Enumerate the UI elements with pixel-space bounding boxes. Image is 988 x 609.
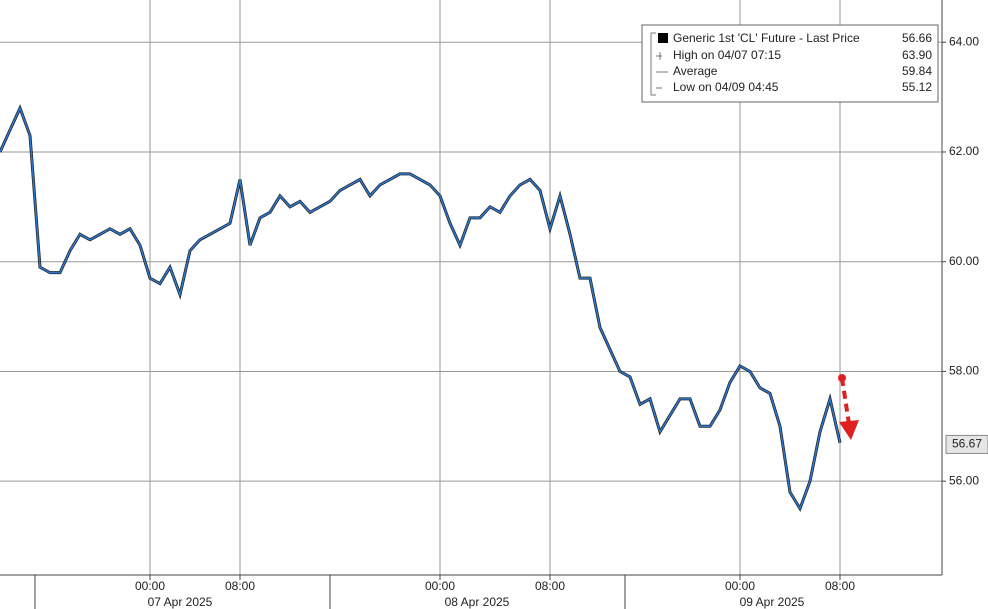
price-line [0,106,841,511]
legend-value: 56.66 [902,31,932,45]
arrow-head [839,420,859,440]
x-tick-label: 00:00 [725,579,755,593]
last-price-label: 56.67 [952,437,982,451]
legend-label: High on 04/07 07:15 [673,48,781,62]
arrow-shaft [840,377,851,425]
annotation-arrow [838,374,859,440]
y-tick-label: 60.00 [949,254,979,268]
date-label: 08 Apr 2025 [445,595,510,609]
x-tick-label: 08:00 [825,579,855,593]
y-tick-label: 58.00 [949,364,979,378]
x-tick-label: 08:00 [535,579,565,593]
legend-label: Generic 1st 'CL' Future - Last Price [673,31,860,45]
y-tick-label: 64.00 [949,34,979,48]
x-tick-label: 00:00 [135,579,165,593]
y-tick-label: 56.00 [949,473,979,487]
legend-label: Low on 04/09 04:45 [673,80,779,94]
legend-swatch [658,33,668,43]
last-price-tag [945,434,988,454]
legend-box [641,24,939,103]
grid [0,0,942,575]
y-tick-label: 62.00 [949,144,979,158]
legend-value: 63.90 [902,48,932,62]
plot [0,104,842,513]
x-tick-label: 00:00 [425,579,455,593]
legend-value: 59.84 [902,64,932,78]
legend-value: 55.12 [902,80,932,94]
date-label: 09 Apr 2025 [740,595,805,609]
date-label: 07 Apr 2025 [148,595,213,609]
legend: Generic 1st 'CL' Future - Last Price 56.… [641,24,939,103]
legend-label: Average [673,64,718,78]
legend-icons [650,32,668,96]
x-tick-label: 08:00 [225,579,255,593]
